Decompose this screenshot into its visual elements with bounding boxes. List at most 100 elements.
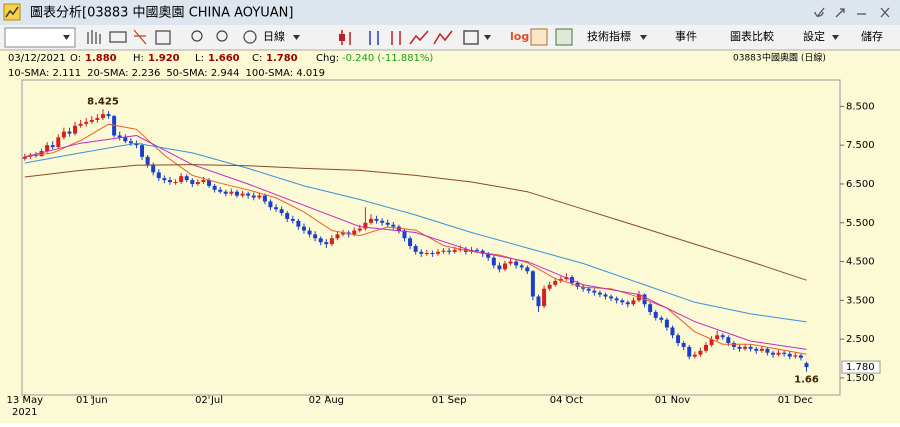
info-change: -0.240 (-11.881%) (342, 53, 433, 64)
candle-body (659, 317, 664, 320)
indicators-button[interactable]: 技術指標 (587, 29, 631, 43)
dropdown-arrow (832, 35, 839, 40)
candle-body (776, 352, 781, 355)
candle-body (547, 284, 552, 289)
scale-button[interactable] (530, 28, 548, 46)
candle-body (770, 352, 775, 355)
grid-icon[interactable] (463, 30, 479, 45)
candle-body (508, 261, 513, 264)
candle-body (179, 176, 184, 183)
zoom-in[interactable] (191, 30, 203, 42)
candle-body (151, 164, 156, 173)
close-button[interactable] (880, 7, 890, 18)
y-tick-label: 4.500 (846, 257, 875, 268)
x-year-label: 2021 (12, 407, 37, 418)
hand-tool[interactable] (87, 30, 101, 44)
ohlc-icon[interactable] (391, 31, 401, 45)
chart-type-icons[interactable] (339, 30, 479, 45)
candle-body (73, 125, 78, 134)
candle-body (117, 135, 122, 138)
candle-body (307, 230, 312, 235)
zoom-box-tool[interactable] (109, 31, 127, 43)
area-icon[interactable] (433, 30, 453, 45)
candle-body (218, 189, 223, 192)
candle-body (279, 209, 284, 214)
candle-body (234, 191, 239, 196)
candle-body (447, 250, 452, 252)
x-tick-label: 13 May (7, 395, 44, 406)
link-button[interactable] (814, 7, 825, 18)
candle-body (765, 348, 770, 353)
candle-body (67, 131, 72, 134)
candle-body (592, 290, 597, 293)
candle-body (78, 123, 83, 126)
candle-body (737, 346, 742, 349)
sma-line (24, 134, 807, 350)
y-tick-label: 6.500 (846, 179, 875, 190)
log-button[interactable]: log (510, 30, 529, 43)
sma-line (24, 164, 807, 281)
candle-body (201, 180, 206, 183)
info-label: Chg: (316, 53, 339, 64)
popout-button[interactable] (835, 8, 845, 18)
line-icon[interactable] (409, 30, 429, 45)
candle-body (614, 298, 619, 301)
candle-body (709, 339, 714, 345)
candle-body (475, 249, 480, 251)
candle-body (223, 191, 228, 194)
x-tick-label: 01 Sep (432, 395, 467, 406)
bar-icon[interactable] (369, 31, 379, 45)
candle-body (274, 207, 279, 210)
candle-body (50, 145, 55, 148)
candle-body (480, 250, 485, 254)
candle-body (357, 228, 362, 231)
candle-body (452, 249, 457, 252)
candle-body (402, 230, 407, 239)
price-tag-box (841, 360, 881, 374)
candle-body (603, 294, 608, 297)
x-tick-label: 01 Nov (655, 395, 691, 406)
candle-body (285, 213, 290, 219)
candle-body (787, 353, 792, 357)
symbol-combo[interactable] (4, 27, 76, 48)
candle-body (726, 337, 731, 344)
candle-body (363, 222, 368, 229)
candle-body (290, 218, 295, 221)
candle-body (140, 145, 145, 157)
candle-body (95, 118, 100, 120)
period-icon[interactable] (243, 30, 257, 44)
candle-body (519, 265, 524, 268)
candle-body (703, 344, 708, 351)
window-buttons[interactable] (814, 7, 890, 18)
overlay-button[interactable] (555, 28, 573, 46)
candle-body (530, 271, 535, 297)
candle-body (653, 311, 658, 318)
events-button[interactable]: 事件 (675, 30, 697, 43)
candle-body (56, 137, 61, 148)
candle-body (212, 185, 217, 190)
cursor-tool[interactable] (155, 30, 171, 45)
save-button[interactable]: 儲存 (861, 29, 883, 43)
candle-body (251, 195, 256, 198)
app-icon-line (5, 6, 19, 18)
legend-entry: 50-SMA: 2.944 (166, 68, 239, 79)
candle-body (207, 180, 212, 186)
zoom-out[interactable] (216, 30, 228, 42)
candle-body (687, 346, 692, 357)
x-tick-label: 02 Jul (195, 395, 223, 406)
price-tag: 1.780 (846, 362, 875, 373)
candle-body (553, 280, 558, 285)
period-button[interactable]: 日線 (263, 29, 285, 43)
candle-body (798, 355, 803, 358)
candle-body (341, 232, 346, 235)
candle-body (625, 302, 630, 305)
tool-icons[interactable] (87, 29, 257, 45)
line-tool[interactable] (133, 29, 147, 45)
candle-body (195, 182, 200, 184)
settings-button[interactable]: 設定 (803, 29, 825, 43)
candle-body (335, 234, 340, 239)
compare-button[interactable]: 圖表比較 (730, 29, 774, 43)
info-label: H: (133, 53, 144, 64)
candle-body (497, 265, 502, 270)
